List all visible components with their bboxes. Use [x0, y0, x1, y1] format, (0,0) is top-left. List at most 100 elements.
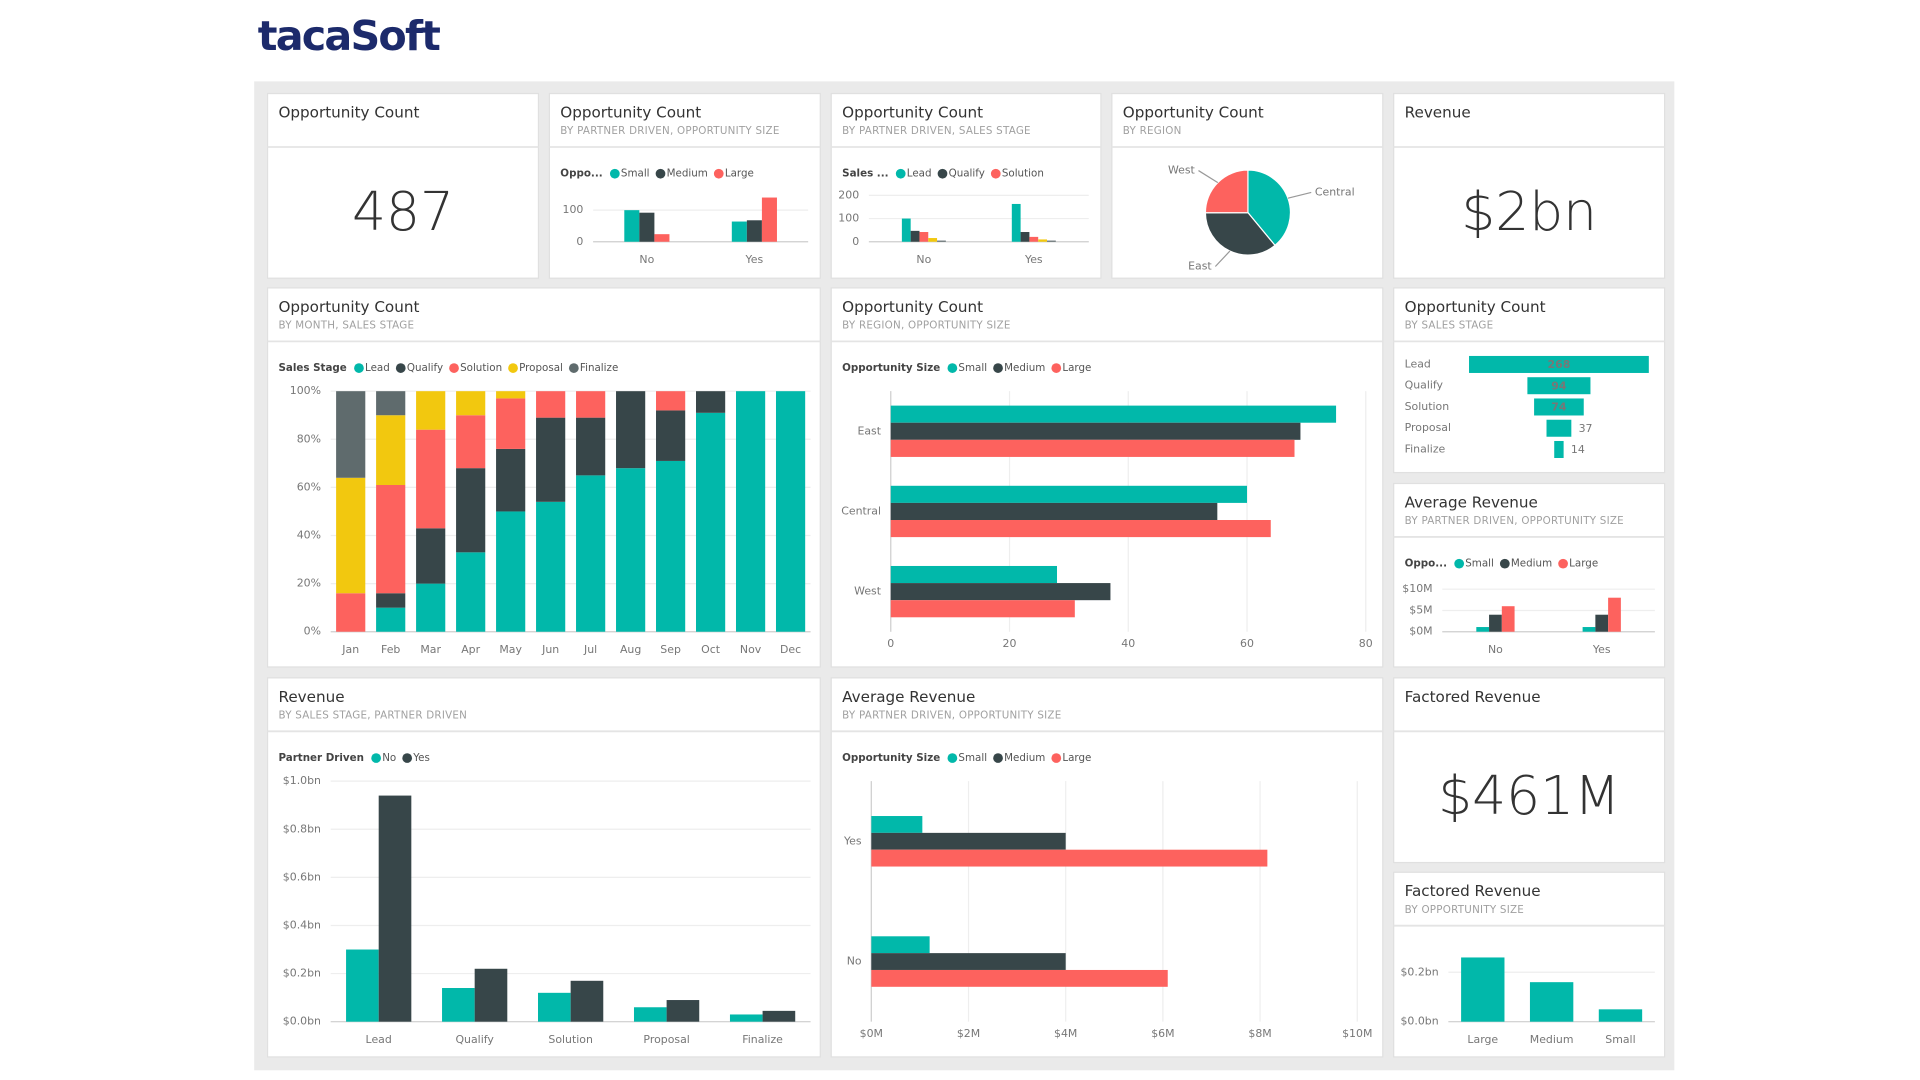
legend-swatch: [937, 168, 948, 179]
y-tick-label: 0%: [304, 625, 321, 638]
x-tick-label: 60: [1240, 637, 1254, 650]
y-tick-label: $0M: [1409, 625, 1432, 638]
legend-label: Medium: [667, 168, 708, 180]
legend-swatch: [947, 363, 958, 373]
legend-label: Small: [958, 362, 987, 374]
x-tick-label: 20: [1003, 637, 1017, 650]
bar-segment: [336, 391, 366, 478]
panel: [1393, 871, 1666, 1058]
legend-title: Oppo...: [560, 168, 602, 180]
slice-label: Central: [1315, 185, 1355, 198]
leader-line: [1214, 250, 1231, 267]
bar-segment: [656, 460, 686, 632]
bar: [729, 1014, 763, 1022]
legend-label: Yes: [412, 752, 430, 764]
y-tick-label: 0: [852, 235, 859, 248]
panel-title: Opportunity Count: [278, 103, 419, 121]
bar: [890, 520, 1271, 538]
y-tick-label: $10M: [1402, 582, 1432, 595]
card-value: $2bn: [1461, 180, 1597, 243]
x-tick-label: Small: [1605, 1033, 1635, 1046]
legend-label: Large: [725, 168, 754, 180]
panel-title: Factored Revenue: [1405, 688, 1541, 706]
legend-swatch: [371, 753, 381, 763]
panel-subtitle: BY PARTNER DRIVEN, OPPORTUNITY SIZE: [1405, 515, 1624, 527]
legend-label: Lead: [907, 168, 932, 180]
y-tick-label: $0.0bn: [283, 1015, 321, 1028]
bar: [890, 405, 1337, 423]
x-tick-label: May: [499, 643, 522, 656]
legend-label: Medium: [1004, 362, 1045, 374]
panel-subtitle: BY PARTNER DRIVEN, OPPORTUNITY SIZE: [560, 125, 779, 137]
panel-subtitle: BY PARTNER DRIVEN, SALES STAGE: [842, 125, 1031, 137]
legend-label: Small: [958, 752, 987, 764]
y-tick-label: $0.6bn: [283, 870, 321, 883]
panel-subtitle: BY REGION, OPPORTUNITY SIZE: [842, 320, 1010, 332]
y-tick-label: 80%: [297, 432, 321, 445]
bar: [762, 1010, 796, 1022]
x-tick-label: Yes: [1592, 643, 1611, 656]
bar-segment: [376, 593, 406, 608]
bar-segment: [456, 552, 486, 632]
bar: [346, 949, 379, 1022]
y-tick-label: 40%: [297, 529, 321, 542]
bar: [871, 969, 1168, 987]
legend-label: Medium: [1511, 558, 1552, 570]
bar-segment: [416, 429, 446, 529]
panel-subtitle: BY PARTNER DRIVEN, OPPORTUNITY SIZE: [842, 710, 1061, 722]
legend-swatch: [609, 168, 620, 179]
bar: [871, 816, 923, 833]
x-tick-label: $0M: [860, 1027, 883, 1040]
x-tick-label: Qualify: [455, 1033, 494, 1046]
bar-segment: [536, 417, 566, 502]
legend-swatch: [713, 168, 724, 179]
x-tick-label: $2M: [957, 1027, 980, 1040]
panel-title: Average Revenue: [842, 688, 975, 706]
legend-swatch: [1454, 558, 1465, 569]
bar-segment: [576, 391, 606, 418]
bar: [538, 992, 571, 1022]
x-tick-label: Lead: [366, 1033, 392, 1046]
bar: [871, 832, 1066, 850]
legend-title: Opportunity Size: [842, 362, 940, 374]
panel-title: Revenue: [278, 688, 344, 706]
bar: [890, 600, 1075, 618]
legend-label: Finalize: [580, 362, 618, 374]
legend-swatch: [947, 753, 958, 763]
panel-subtitle: BY MONTH, SALES STAGE: [278, 320, 414, 332]
bar-segment: [416, 391, 446, 430]
bar: [1608, 597, 1621, 632]
legend-swatch: [449, 363, 459, 373]
bar-segment: [616, 468, 646, 632]
bar: [919, 232, 929, 242]
bar-segment: [696, 391, 726, 413]
bar-segment: [376, 484, 406, 594]
legend-label: Medium: [1004, 752, 1045, 764]
y-tick-label: Yes: [843, 834, 862, 847]
bar-segment: [496, 398, 526, 449]
panel-title: Factored Revenue: [1405, 882, 1541, 900]
x-tick-label: Medium: [1530, 1033, 1574, 1046]
legend-label: Solution: [1002, 168, 1044, 180]
x-tick-label: Mar: [420, 643, 441, 656]
panel-subtitle: BY OPPORTUNITY SIZE: [1405, 904, 1524, 916]
funnel-label: Qualify: [1405, 379, 1444, 392]
y-tick-label: West: [854, 585, 882, 598]
x-tick-label: Jan: [341, 643, 359, 656]
bar: [624, 210, 640, 242]
bar: [474, 968, 508, 1022]
bar: [1501, 606, 1515, 632]
bar: [633, 1007, 667, 1022]
bar: [1038, 239, 1047, 242]
funnel-value: 14: [1571, 443, 1585, 456]
legend-swatch: [354, 363, 364, 373]
y-tick-label: $0.2bn: [283, 967, 321, 980]
panel-title: Average Revenue: [1405, 493, 1538, 511]
panel-title: Revenue: [1405, 103, 1471, 121]
bar-segment: [456, 468, 486, 553]
bar: [910, 230, 920, 242]
panel-subtitle: BY SALES STAGE, PARTNER DRIVEN: [278, 710, 467, 722]
bar: [890, 485, 1248, 503]
bar: [1598, 1009, 1643, 1022]
x-tick-label: $8M: [1248, 1027, 1271, 1040]
